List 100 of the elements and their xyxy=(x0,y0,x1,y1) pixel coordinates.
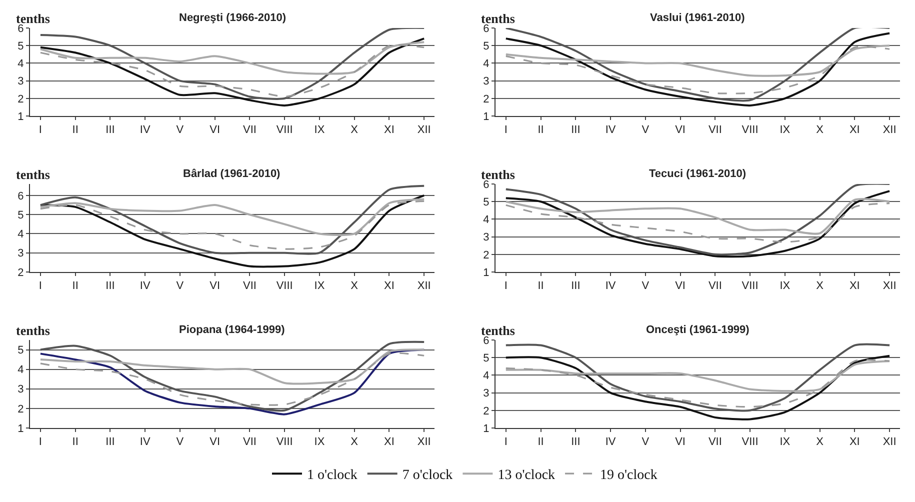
x-tick-label: VIII xyxy=(742,124,758,136)
x-tick-label: VI xyxy=(675,436,686,448)
x-tick-label: XI xyxy=(849,124,860,136)
y-tick-label: 3 xyxy=(483,76,490,88)
y-tick-label: 1 xyxy=(18,422,24,435)
x-tick-label: VII xyxy=(708,436,722,448)
y-tick-label: 3 xyxy=(483,232,490,244)
x-tick-label: I xyxy=(504,124,508,136)
x-tick-label: III xyxy=(571,436,580,448)
chart-title: Vaslui (1961-2010) xyxy=(650,12,746,24)
y-tick-label: 2 xyxy=(18,266,24,279)
y-tick-label: 3 xyxy=(18,76,24,88)
y-tick-label: 4 xyxy=(18,58,24,70)
x-tick-label: XII xyxy=(417,124,431,136)
x-tick-label: III xyxy=(106,436,115,448)
line-series xyxy=(39,38,426,106)
x-tick-label: IV xyxy=(140,124,151,136)
y-axis-title: tenths xyxy=(16,323,50,338)
y-tick-label: 2 xyxy=(483,93,490,106)
y-tick-label: 2 xyxy=(483,249,490,262)
y-tick-label: 4 xyxy=(483,370,490,382)
y-tick-label: 1 xyxy=(483,422,490,435)
chart-title: Tecuci (1961-2010) xyxy=(649,168,746,180)
x-tick-label: VII xyxy=(242,124,256,136)
x-tick-label: I xyxy=(504,280,508,292)
y-tick-label: 3 xyxy=(18,248,24,260)
x-tick-label: X xyxy=(816,124,824,136)
x-tick-label: III xyxy=(106,124,115,136)
x-tick-label: V xyxy=(642,124,650,136)
x-tick-label: I xyxy=(38,124,42,136)
x-tick-label: IV xyxy=(605,436,616,448)
y-tick-label: 2 xyxy=(18,403,24,416)
x-tick-label: I xyxy=(38,436,42,448)
x-tick-label: XII xyxy=(882,436,896,448)
line-series xyxy=(504,354,891,420)
x-tick-label: IV xyxy=(140,436,151,448)
x-tick-label: VII xyxy=(708,124,722,136)
line-series xyxy=(40,44,425,98)
line-series xyxy=(505,46,890,94)
x-tick-label: VIII xyxy=(742,436,758,448)
x-tick-label: IX xyxy=(780,124,791,136)
line-series xyxy=(39,348,426,416)
legend-label: 7 o'clock xyxy=(402,468,453,484)
x-tick-label: I xyxy=(38,280,42,292)
x-tick-label: VII xyxy=(708,280,722,292)
x-tick-label: IX xyxy=(780,280,791,292)
x-tick-label: II xyxy=(72,124,78,136)
x-tick-label: V xyxy=(176,280,184,292)
chart-title: Negreşti (1966-2010) xyxy=(179,12,286,24)
y-tick-label: 2 xyxy=(483,405,490,418)
x-tick-label: X xyxy=(350,436,359,448)
x-tick-label: VII xyxy=(242,280,256,292)
x-tick-label: XII xyxy=(417,436,431,448)
x-tick-label: II xyxy=(538,280,544,292)
x-tick-label: III xyxy=(571,280,580,292)
y-tick-label: 6 xyxy=(18,190,24,202)
x-tick-label: VI xyxy=(210,280,220,292)
x-tick-label: IV xyxy=(605,280,616,292)
x-tick-label: XI xyxy=(384,436,394,448)
x-tick-label: I xyxy=(504,436,508,448)
y-tick-label: 4 xyxy=(18,228,24,241)
x-tick-label: VI xyxy=(210,436,220,448)
x-tick-label: XII xyxy=(882,124,896,136)
x-tick-label: II xyxy=(72,436,78,448)
y-tick-label: 5 xyxy=(483,40,490,52)
x-tick-label: X xyxy=(816,436,824,448)
x-tick-label: V xyxy=(176,124,184,136)
y-tick-label: 4 xyxy=(483,58,490,70)
x-tick-label: VI xyxy=(210,124,220,136)
chart-title: Onceşti (1961-1999) xyxy=(646,324,750,336)
x-tick-label: X xyxy=(816,280,824,292)
y-tick-label: 5 xyxy=(483,352,490,364)
y-tick-label: 1 xyxy=(18,110,24,123)
x-tick-label: X xyxy=(350,280,359,292)
x-tick-label: IX xyxy=(314,124,326,136)
chart-title: Bârlad (1961-2010) xyxy=(183,168,281,180)
y-tick-label: 5 xyxy=(18,344,24,357)
line-series xyxy=(39,194,426,268)
x-tick-label: XII xyxy=(882,280,896,292)
x-tick-label: IX xyxy=(314,280,326,292)
line-series xyxy=(504,360,891,392)
legend-label: 1 o'clock xyxy=(307,468,358,484)
y-tick-label: 2 xyxy=(18,93,24,106)
line-series xyxy=(504,198,891,235)
x-tick-label: XI xyxy=(849,436,860,448)
x-tick-label: IX xyxy=(780,436,791,448)
x-tick-label: V xyxy=(176,436,184,448)
x-tick-label: XI xyxy=(384,280,394,292)
y-tick-label: 3 xyxy=(18,384,24,396)
y-tick-label: 1 xyxy=(483,110,490,123)
y-axis-title: tenths xyxy=(16,167,50,182)
legend-label: 19 o'clock xyxy=(600,468,658,484)
x-tick-label: III xyxy=(571,124,580,136)
y-tick-label: 1 xyxy=(483,266,490,279)
x-tick-label: IV xyxy=(605,124,616,136)
x-tick-label: V xyxy=(642,436,650,448)
x-tick-label: VIII xyxy=(276,436,293,448)
x-tick-label: II xyxy=(72,280,78,292)
chart-title: Piopana (1964-1999) xyxy=(179,324,286,336)
y-tick-label: 3 xyxy=(483,388,490,400)
